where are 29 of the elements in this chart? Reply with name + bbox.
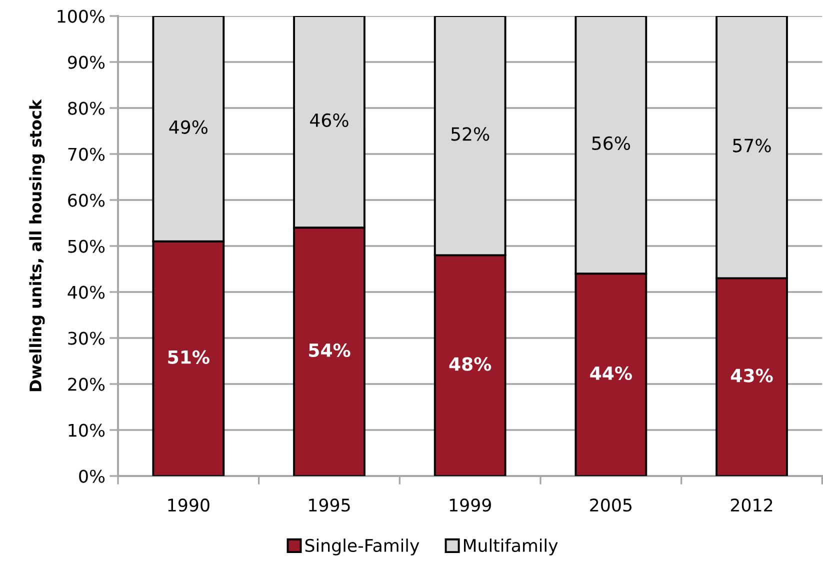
data-label: 52% (451, 127, 490, 141)
y-tick-label: 10% (68, 424, 105, 437)
x-tick-label: 2012 (730, 498, 772, 512)
data-label: 49% (169, 120, 208, 134)
x-tick-label: 1990 (168, 498, 210, 512)
y-tick-label: 30% (68, 332, 105, 345)
y-tick-label: 100% (58, 10, 105, 23)
data-label: 51% (168, 350, 210, 364)
y-tick-label: 40% (68, 286, 105, 299)
data-label: 48% (449, 357, 492, 371)
data-label: 57% (733, 138, 771, 152)
y-tick-label: 50% (68, 240, 105, 253)
y-tick-label: 70% (68, 148, 105, 161)
y-tick-label: 80% (68, 102, 105, 115)
data-label: 56% (592, 136, 630, 150)
y-tick-label: 0% (79, 470, 105, 483)
y-tick-label: 90% (68, 56, 105, 69)
data-label: 44% (590, 366, 632, 380)
x-tick-label: 1999 (450, 498, 491, 512)
y-tick-label: 60% (68, 194, 105, 207)
x-tick-label: 1995 (309, 498, 350, 512)
y-axis-title: Dwelling units, all housing stock (29, 99, 45, 392)
legend-label: Single-Family (305, 538, 420, 556)
x-tick-label: 2005 (590, 498, 632, 512)
data-label: 43% (730, 368, 773, 382)
legend-label: Multifamily (464, 538, 558, 556)
data-label: 54% (309, 343, 350, 358)
data-label: 46% (310, 113, 348, 128)
y-tick-label: 20% (68, 378, 105, 391)
